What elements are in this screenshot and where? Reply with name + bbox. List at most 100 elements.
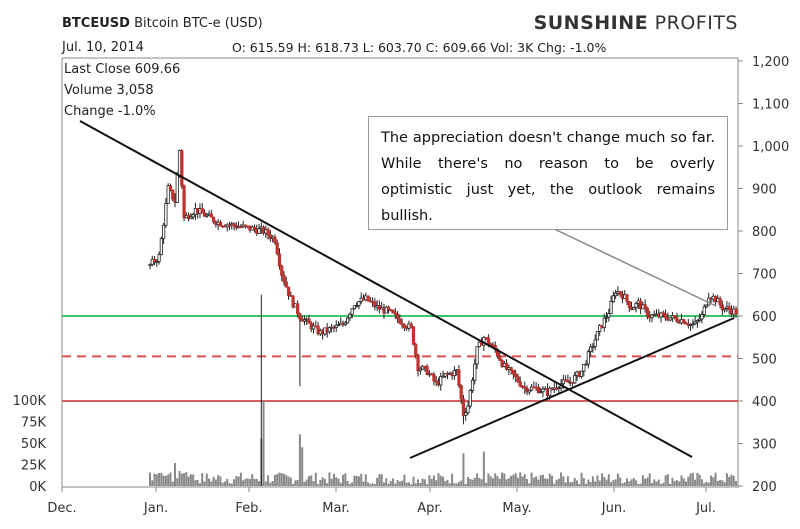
candle-body xyxy=(171,189,175,200)
volume-bar xyxy=(173,462,176,486)
candle-body xyxy=(566,379,570,383)
candle-body xyxy=(175,174,179,203)
volume-bar xyxy=(192,474,195,486)
volume-bar xyxy=(625,478,628,486)
volume-bar xyxy=(346,481,349,486)
volume-bar xyxy=(503,473,506,486)
y-tick-label: 700 xyxy=(752,268,777,283)
volume-bar xyxy=(732,475,735,486)
volume-bar xyxy=(541,474,544,486)
volume-bar xyxy=(262,400,265,486)
volume-bar xyxy=(644,478,647,486)
volume-bar xyxy=(603,477,606,486)
volume-bar xyxy=(553,483,556,486)
volume-bar xyxy=(612,480,615,486)
candle-body xyxy=(191,214,195,218)
volume-bar xyxy=(235,476,238,486)
candle-body xyxy=(504,363,509,370)
change-label: Change -1.0% xyxy=(64,104,156,119)
candle-body xyxy=(734,308,738,315)
volume-bar xyxy=(269,482,272,486)
candle-body xyxy=(400,322,404,326)
volume-bar xyxy=(239,472,242,486)
volume-bar xyxy=(233,479,236,486)
volume-bar xyxy=(151,480,154,486)
y-tick-label: 1,200 xyxy=(752,55,789,70)
volume-bar xyxy=(662,482,665,486)
candle-body xyxy=(425,366,429,375)
candle-body xyxy=(598,325,602,332)
candle-body xyxy=(593,339,597,347)
candle-body xyxy=(682,319,686,324)
volume-bar xyxy=(537,479,540,486)
volume-bar xyxy=(310,475,313,486)
volume-bar xyxy=(392,478,395,486)
candle-body xyxy=(614,292,618,297)
volume-bar xyxy=(160,472,163,486)
candle-body xyxy=(420,365,425,370)
volume-bar xyxy=(725,473,728,486)
volume-bar xyxy=(555,479,558,486)
volume-bar xyxy=(685,481,688,486)
volume-bar xyxy=(210,481,213,486)
candle-body xyxy=(439,376,443,386)
candle-body xyxy=(327,327,332,333)
volume-bar xyxy=(562,476,565,486)
volume-bar xyxy=(544,478,547,486)
volume-bar xyxy=(398,481,401,486)
volume-bar xyxy=(417,479,420,486)
candle-body xyxy=(182,185,186,219)
volume-bar xyxy=(323,478,326,486)
volume-label: Volume 3,058 xyxy=(64,83,154,98)
volume-bar xyxy=(348,483,351,486)
volume-tick-label: 0K xyxy=(29,480,46,495)
volume-bar xyxy=(539,475,542,486)
candle-body xyxy=(162,224,166,240)
x-tick-label: Jan. xyxy=(143,501,168,516)
volume-bar xyxy=(548,473,551,486)
volume-bar xyxy=(657,479,660,486)
y-tick-label: 300 xyxy=(752,438,777,453)
volume-bar xyxy=(421,478,424,486)
volume-bar xyxy=(380,474,383,486)
volume-bar xyxy=(446,479,449,486)
candle-body xyxy=(159,238,163,256)
candle-body xyxy=(395,313,400,320)
volume-bar xyxy=(716,480,719,486)
candle-body xyxy=(205,214,209,217)
candle-body xyxy=(723,307,727,311)
volume-bar xyxy=(244,479,247,486)
candle-body xyxy=(595,330,600,341)
candle-body xyxy=(434,380,438,383)
volume-bar xyxy=(671,477,674,486)
volume-bar xyxy=(351,482,354,486)
volume-bar xyxy=(376,477,379,486)
volume-bar xyxy=(455,483,458,486)
volume-bar xyxy=(650,483,653,486)
volume-bar xyxy=(414,483,417,486)
volume-bar xyxy=(485,482,488,486)
candle-body xyxy=(457,369,461,386)
volume-bar xyxy=(267,475,270,486)
volume-bar xyxy=(585,483,588,486)
volume-bar xyxy=(276,473,279,486)
candle-body xyxy=(529,386,534,391)
volume-bar xyxy=(476,473,479,486)
volume-bar xyxy=(641,475,644,486)
volume-bar xyxy=(426,484,429,486)
candle-body xyxy=(668,317,672,321)
volume-bar xyxy=(614,479,617,486)
volume-bar xyxy=(546,478,549,486)
volume-bar xyxy=(653,479,656,486)
volume-bar xyxy=(435,480,438,486)
volume-bar xyxy=(494,473,497,486)
volume-bar xyxy=(219,476,222,486)
candle-body xyxy=(409,323,413,328)
volume-bar xyxy=(523,474,526,486)
candle-body xyxy=(720,304,724,311)
volume-bar xyxy=(403,474,406,486)
candle-body xyxy=(486,337,491,345)
candle-body xyxy=(459,384,463,400)
candle-body xyxy=(609,301,613,314)
y-tick-label: 600 xyxy=(752,310,777,325)
